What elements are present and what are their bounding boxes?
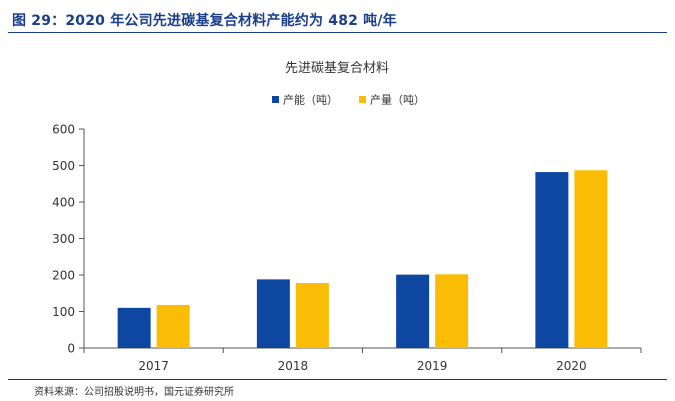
legend-label-2: 产量（吨） — [370, 93, 425, 107]
figure-title: 图 29：2020 年公司先进碳基复合材料产能约为 482 吨/年 — [12, 13, 397, 29]
bar-output-2019 — [435, 274, 469, 348]
footer-divider — [8, 379, 667, 380]
y-tick-label-0: 0 — [67, 342, 75, 356]
chart-title: 先进碳基复合材料 — [285, 61, 389, 76]
legend-label-1: 产能（吨） — [283, 93, 338, 107]
bar-output-2020 — [574, 170, 608, 348]
x-tick-label-2019: 2019 — [417, 359, 448, 373]
y-tick-label-200: 200 — [52, 269, 75, 283]
legend: 产能（吨） 产量（吨） — [272, 93, 425, 107]
bars — [117, 170, 608, 348]
bar-capacity-2020 — [535, 172, 569, 348]
title-divider — [8, 32, 667, 33]
bar-capacity-2019 — [396, 274, 430, 348]
legend-swatch-1 — [272, 96, 279, 103]
x-tick-label-2020: 2020 — [556, 359, 587, 373]
y-tick-label-100: 100 — [52, 305, 75, 319]
bar-capacity-2018 — [256, 279, 290, 348]
y-tick-label-400: 400 — [52, 196, 75, 210]
y-tick-label-500: 500 — [52, 159, 75, 173]
y-tick-label-600: 600 — [52, 123, 75, 137]
bar-capacity-2017 — [117, 307, 151, 348]
figure-header: 图 29：2020 年公司先进碳基复合材料产能约为 482 吨/年 — [8, 6, 667, 33]
y-axis: 0 100 200 300 400 500 600 — [52, 123, 85, 356]
bar-output-2018 — [295, 283, 329, 348]
x-axis: 2017 2018 2019 2020 — [83, 347, 642, 373]
x-tick-label-2017: 2017 — [138, 359, 169, 373]
x-tick-label-2018: 2018 — [278, 359, 309, 373]
bar-output-2017 — [156, 304, 190, 348]
source-note: 资料来源：公司招股说明书，国元证券研究所 — [34, 387, 234, 398]
y-tick-label-300: 300 — [52, 232, 75, 246]
legend-swatch-2 — [359, 96, 366, 103]
